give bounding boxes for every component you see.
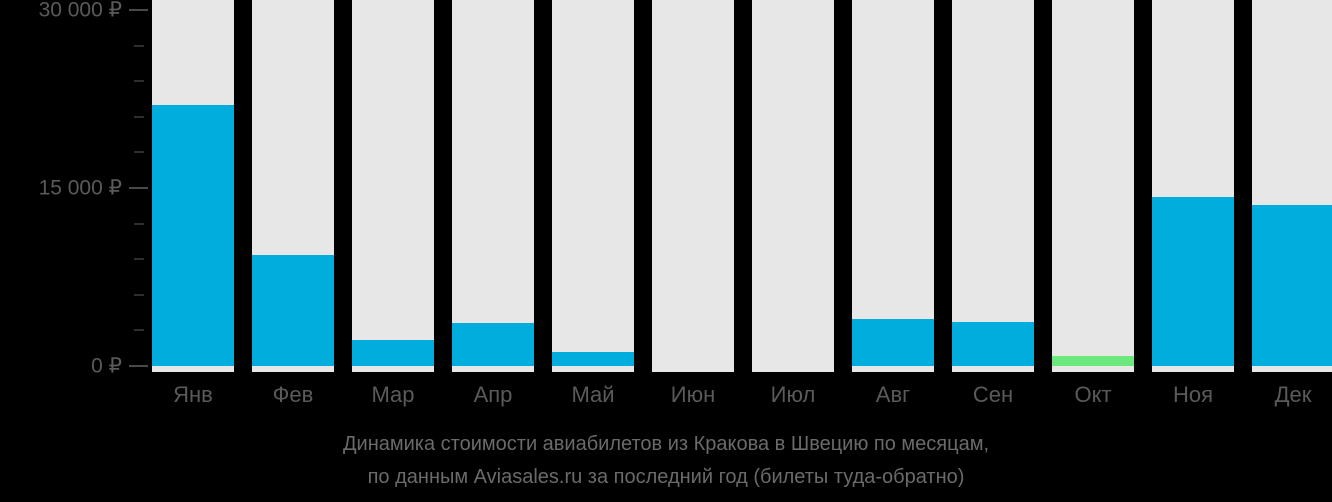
caption-line-1: Динамика стоимости авиабилетов из Краков…: [343, 433, 989, 455]
y-axis-label: 0 ₽: [91, 354, 122, 378]
bar-value: [152, 105, 234, 366]
chart-caption: Динамика стоимости авиабилетов из Краков…: [0, 428, 1332, 494]
bar-column[interactable]: [152, 0, 234, 372]
y-axis-tick-minor: [134, 258, 144, 261]
y-axis-label: 30 000 ₽: [38, 0, 122, 22]
y-axis-tick-major: [129, 365, 148, 367]
bar-value: [1152, 197, 1234, 366]
x-axis-label-oct: Окт: [1074, 382, 1112, 407]
x-axis-label-mar: Мар: [371, 382, 415, 407]
bar-track: [952, 0, 1034, 372]
bar-value: [852, 319, 934, 366]
bar-column[interactable]: [552, 0, 634, 372]
bar-column[interactable]: [252, 0, 334, 372]
bar-value: [552, 352, 634, 366]
caption-line-2: по данным Aviasales.ru за последний год …: [367, 466, 965, 488]
y-axis-label: 15 000 ₽: [38, 176, 122, 200]
y-axis-tick-minor: [134, 151, 144, 154]
x-axis: Янв Фев Мар Апр Май Июн Июл Авг Сен Окт Ноя Дек: [152, 372, 1332, 420]
bar-column[interactable]: [1152, 0, 1234, 372]
bar-value: [1252, 205, 1332, 366]
x-axis-label-aug: Авг: [875, 382, 911, 407]
x-axis-label-apr: Апр: [473, 382, 513, 407]
x-axis-label-sep: Сен: [972, 382, 1014, 407]
y-axis-tick-major: [129, 9, 148, 11]
x-axis-label-feb: Фев: [272, 382, 314, 407]
bar-column[interactable]: [1252, 0, 1332, 372]
bar-track: [452, 0, 534, 372]
x-axis-label-may: Май: [571, 382, 615, 407]
bar-track: [652, 0, 734, 372]
bar-value: [352, 340, 434, 366]
bar-value: [252, 255, 334, 366]
y-axis-tick-minor: [134, 293, 144, 296]
bar-track: [1052, 0, 1134, 372]
bar-track: [552, 0, 634, 372]
bar-column[interactable]: [1052, 0, 1134, 372]
bar-track: [752, 0, 834, 372]
y-axis-tick-minor: [134, 115, 144, 118]
y-axis-tick-minor: [134, 329, 144, 332]
y-axis-tick-minor: [134, 80, 144, 83]
bar-column[interactable]: [452, 0, 534, 372]
y-axis-tick-minor: [134, 44, 144, 47]
x-axis-label-jul: Июл: [770, 382, 816, 407]
bar-value: [952, 322, 1034, 366]
bar-track: [852, 0, 934, 372]
bar-column[interactable]: [952, 0, 1034, 372]
bar-column[interactable]: [352, 0, 434, 372]
bar-column[interactable]: [652, 0, 734, 372]
bar-column[interactable]: [752, 0, 834, 372]
x-axis-label-jan: Янв: [173, 382, 213, 407]
x-axis-label-nov: Ноя: [1172, 382, 1214, 407]
bar-track: [352, 0, 434, 372]
bar-value: [1052, 356, 1134, 366]
bars-plot-area: [152, 0, 1332, 372]
y-axis-tick-major: [129, 187, 148, 189]
y-axis: 30 000 ₽ 15 000 ₽ 0 ₽: [0, 0, 152, 377]
x-axis-label-jun: Июн: [670, 382, 716, 407]
y-axis-tick-minor: [134, 222, 144, 225]
x-axis-label-dec: Дек: [1274, 382, 1312, 407]
bar-value: [452, 323, 534, 366]
bar-column[interactable]: [852, 0, 934, 372]
